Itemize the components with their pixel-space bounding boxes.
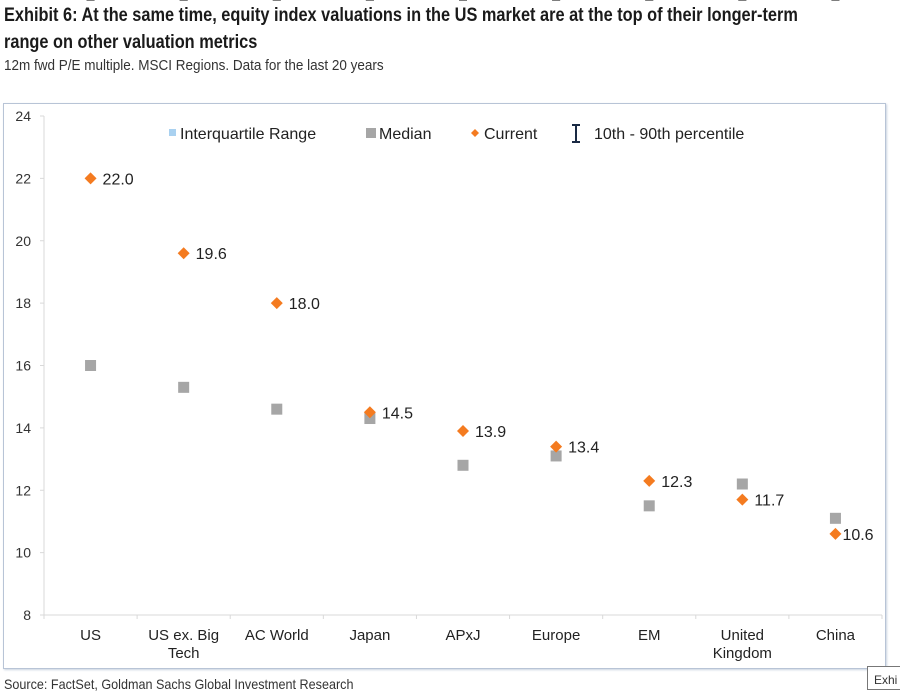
y-tick-label: 12 [15,482,31,498]
median-marker [550,450,562,462]
y-tick-label: 8 [23,607,31,623]
median-marker [271,403,283,415]
legend-label: Median [379,126,431,143]
current-data-label: 12.3 [661,474,692,491]
chart-title: Exhibit 6: At the same time, equity inde… [4,2,798,56]
x-tick-label: EM [638,627,661,644]
current-data-label: 14.5 [382,405,413,422]
current-data-label: 13.9 [475,424,506,441]
x-tick-label: Kingdom [713,645,772,662]
y-tick-label: 14 [15,420,31,436]
chart-subtitle: 12m fwd P/E multiple. MSCI Regions. Data… [4,57,384,74]
current-marker [363,406,376,419]
median-marker [829,512,841,524]
current-data-label: 11.7 [754,493,784,510]
current-data-label: 10.6 [842,527,873,544]
y-tick-label: 16 [15,358,31,374]
current-marker [550,440,563,453]
source-note: Source: FactSet, Goldman Sachs Global In… [4,676,354,692]
legend-median-swatch [366,128,376,138]
current-marker [736,493,749,506]
current-marker [829,527,842,540]
current-data-label: 19.6 [196,246,227,263]
current-marker [177,247,190,260]
x-tick-label: China [816,627,856,644]
median-marker [736,478,748,490]
current-data-label: 13.4 [568,440,599,457]
legend-errorbar-swatch [572,124,580,143]
x-tick-label: US [80,627,101,644]
current-marker [643,474,656,487]
y-tick-label: 20 [15,233,31,249]
median-marker [364,413,376,425]
chart-frame [3,103,886,669]
median-marker [457,459,469,471]
x-tick-label: AC World [245,627,309,644]
y-tick-label: 18 [15,295,31,311]
x-tick-label: Europe [532,627,580,644]
median-marker [178,381,190,393]
y-tick-label: 10 [15,545,31,561]
current-data-label: 22.0 [103,171,134,188]
y-tick-label: 24 [15,108,31,124]
current-data-label: 18.0 [289,296,320,313]
legend-current-swatch [471,129,479,137]
current-marker [84,172,97,185]
legend-label: Interquartile Range [180,126,316,143]
title-line-2: range on other valuation metrics [4,32,258,53]
median-marker [643,500,655,512]
title-line-1: Exhibit 6: At the same time, equity inde… [4,5,798,26]
tooltip: Exhi [867,666,900,690]
median-marker [85,360,97,371]
y-tick-label: 22 [15,170,31,186]
x-tick-label: APxJ [445,627,480,644]
x-tick-label: United [721,627,764,644]
legend-label: 10th - 90th percentile [594,126,744,143]
current-marker [270,297,283,310]
x-tick-label: Japan [349,627,390,644]
legend-iqr-swatch [169,129,176,136]
x-tick-label: US ex. Big [148,627,219,644]
current-marker [457,424,469,437]
x-tick-label: Tech [168,645,200,662]
legend-label: Current [484,126,538,143]
